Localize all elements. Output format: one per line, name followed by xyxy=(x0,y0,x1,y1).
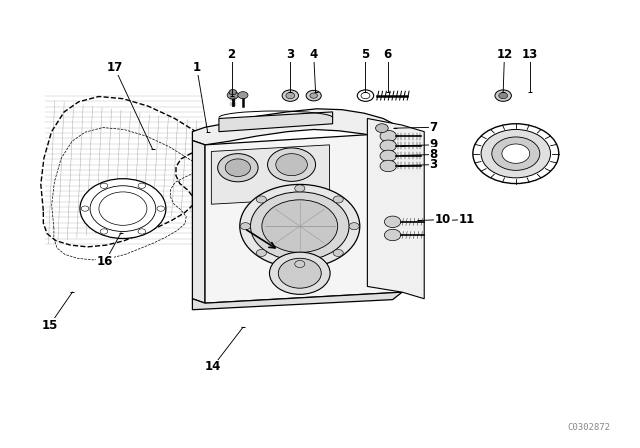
Circle shape xyxy=(380,140,396,151)
Polygon shape xyxy=(367,118,424,299)
Text: 14: 14 xyxy=(204,360,221,373)
Polygon shape xyxy=(193,109,402,145)
Circle shape xyxy=(495,90,511,101)
Circle shape xyxy=(138,229,146,234)
Text: 7: 7 xyxy=(429,121,438,134)
Circle shape xyxy=(385,216,401,228)
Circle shape xyxy=(157,206,164,211)
Circle shape xyxy=(276,154,307,176)
Text: 1: 1 xyxy=(193,61,201,74)
Text: 6: 6 xyxy=(383,48,392,61)
Polygon shape xyxy=(193,141,205,303)
Text: 9: 9 xyxy=(429,138,438,151)
Polygon shape xyxy=(219,112,333,132)
Circle shape xyxy=(138,183,146,189)
Circle shape xyxy=(349,223,359,230)
Text: 2: 2 xyxy=(227,48,236,61)
Text: C0302872: C0302872 xyxy=(568,422,611,431)
Circle shape xyxy=(100,183,108,189)
Circle shape xyxy=(295,185,305,192)
Circle shape xyxy=(286,93,295,99)
Circle shape xyxy=(100,229,108,234)
Circle shape xyxy=(240,185,360,268)
Circle shape xyxy=(250,192,349,260)
Text: 16: 16 xyxy=(97,255,113,268)
Circle shape xyxy=(380,150,396,162)
Circle shape xyxy=(278,258,321,288)
Circle shape xyxy=(257,196,266,203)
Text: 17: 17 xyxy=(107,61,123,74)
Circle shape xyxy=(310,93,317,98)
Circle shape xyxy=(473,124,559,184)
Circle shape xyxy=(385,229,401,241)
Circle shape xyxy=(218,154,258,182)
Circle shape xyxy=(80,179,166,238)
Text: 15: 15 xyxy=(42,319,58,332)
Circle shape xyxy=(227,91,239,99)
Circle shape xyxy=(376,124,388,133)
Polygon shape xyxy=(193,292,402,310)
Circle shape xyxy=(81,206,89,211)
Circle shape xyxy=(306,90,321,101)
Circle shape xyxy=(499,93,508,99)
Polygon shape xyxy=(205,133,402,303)
Circle shape xyxy=(502,144,530,164)
Polygon shape xyxy=(211,145,330,204)
Circle shape xyxy=(492,137,540,170)
Circle shape xyxy=(269,252,330,294)
Text: 12: 12 xyxy=(497,48,513,61)
Text: 13: 13 xyxy=(522,48,538,61)
Text: 11: 11 xyxy=(459,213,476,226)
Circle shape xyxy=(229,90,237,95)
Circle shape xyxy=(333,250,343,256)
Text: 10: 10 xyxy=(435,213,451,226)
Circle shape xyxy=(268,148,316,181)
Circle shape xyxy=(225,159,250,177)
Circle shape xyxy=(380,160,396,172)
Text: 3: 3 xyxy=(429,158,438,171)
Circle shape xyxy=(262,200,338,253)
Circle shape xyxy=(295,260,305,267)
Circle shape xyxy=(282,90,298,101)
Text: 5: 5 xyxy=(362,48,370,61)
Circle shape xyxy=(481,129,550,178)
Text: 3: 3 xyxy=(286,48,294,61)
Circle shape xyxy=(257,250,266,256)
Circle shape xyxy=(238,92,248,99)
Circle shape xyxy=(241,223,250,230)
Text: 8: 8 xyxy=(429,148,438,161)
Circle shape xyxy=(333,196,343,203)
Circle shape xyxy=(380,130,396,142)
Text: 4: 4 xyxy=(310,48,318,61)
